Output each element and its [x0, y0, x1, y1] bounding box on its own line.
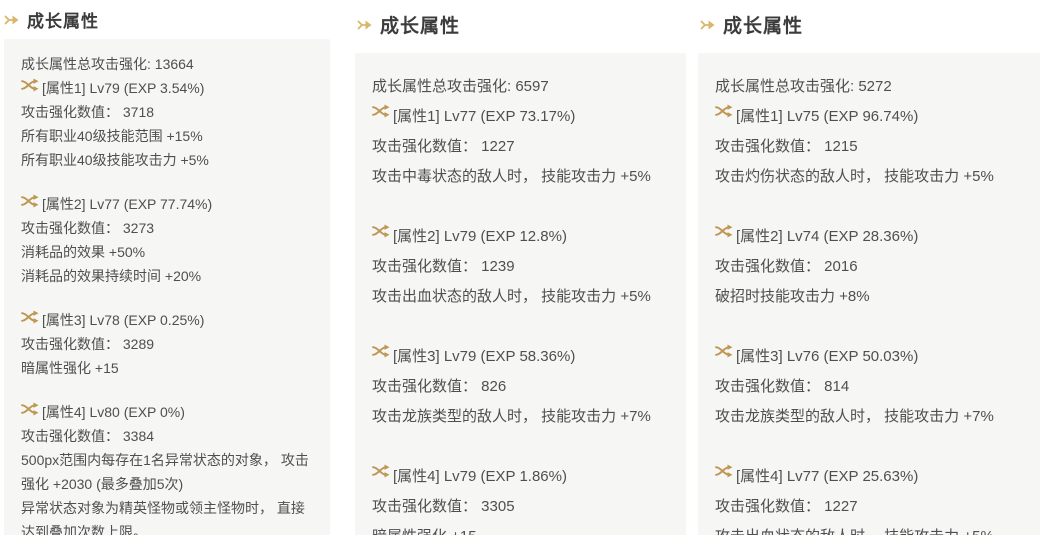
attribute-name: [属性1] Lv77 (EXP 73.17%) [393, 108, 576, 125]
attribute-name-row: [属性3] Lv78 (EXP 0.25%) [21, 308, 316, 332]
attribute-name-row: [属性2] Lv79 (EXP 12.8%) [372, 222, 672, 252]
attribute-name: [属性4] Lv77 (EXP 25.63%) [736, 468, 919, 485]
attribute-block: [属性2] Lv77 (EXP 77.74%) 攻击强化数值： 3273 消耗品… [21, 192, 316, 288]
attribute-name: [属性2] Lv74 (EXP 28.36%) [736, 228, 919, 245]
attribute-block: [属性1] Lv79 (EXP 3.54%) 攻击强化数值： 3718 所有职业… [21, 76, 316, 172]
attribute-name-row: [属性4] Lv77 (EXP 25.63%) [715, 462, 1026, 492]
attribute-name-row: [属性1] Lv79 (EXP 3.54%) [21, 76, 316, 100]
total-attack-strengthen: 成长属性总攻击强化: 5272 [715, 78, 892, 95]
attribute-name: [属性2] Lv79 (EXP 12.8%) [393, 228, 567, 245]
attribute-block: [属性4] Lv80 (EXP 0%) 攻击强化数值： 3384 500px范围… [21, 400, 316, 535]
attribute-line: 破招时技能攻击力 +8% [715, 288, 870, 305]
shuffle-icon [372, 344, 390, 358]
attribute-line: 攻击灼伤状态的敌人时， 技能攻击力 +5% [715, 168, 994, 185]
attribute-name-row: [属性2] Lv77 (EXP 77.74%) [21, 192, 316, 216]
attribute-name: [属性3] Lv76 (EXP 50.03%) [736, 348, 919, 365]
attribute-line: 攻击强化数值： 3718 [21, 104, 155, 120]
attribute-name: [属性2] Lv77 (EXP 77.74%) [42, 196, 213, 212]
attribute-line: 攻击强化数值： 3384 [21, 428, 155, 444]
attribute-name-row: [属性2] Lv74 (EXP 28.36%) [715, 222, 1026, 252]
attributes-panel: 成长属性总攻击强化: 5272 [属性1] Lv75 (EXP 96.74%) … [698, 53, 1040, 535]
shuffle-icon [715, 104, 733, 118]
attribute-name-row: [属性4] Lv79 (EXP 1.86%) [372, 462, 672, 492]
section-header: 成长属性 [357, 11, 686, 38]
attribute-line: 攻击强化数值： 1215 [715, 138, 858, 155]
attribute-line: 所有职业40级技能范围 +15% [21, 128, 203, 144]
attribute-line: 攻击强化数值： 1239 [372, 258, 515, 275]
growth-column-1: 成长属性 成长属性总攻击强化: 13664 [属性1] Lv79 (EXP 3.… [4, 0, 330, 535]
attribute-block: [属性2] Lv79 (EXP 12.8%) 攻击强化数值： 1239 攻击出血… [372, 222, 672, 312]
attribute-name-row: [属性3] Lv76 (EXP 50.03%) [715, 342, 1026, 372]
total-attack-strengthen: 成长属性总攻击强化: 6597 [372, 78, 549, 95]
attribute-line: 异常状态对象为精英怪物或领主怪物时， 直接达到叠加次数上限。 [21, 500, 305, 535]
shuffle-icon [715, 224, 733, 238]
arrow-right-icon [357, 17, 373, 33]
attribute-name: [属性3] Lv79 (EXP 58.36%) [393, 348, 576, 365]
attribute-name: [属性1] Lv79 (EXP 3.54%) [42, 80, 205, 96]
attribute-line: 攻击龙族类型的敌人时， 技能攻击力 +7% [715, 408, 994, 425]
attribute-line: 攻击强化数值： 1227 [715, 498, 858, 515]
attribute-line: 攻击强化数值： 826 [372, 378, 507, 395]
shuffle-icon [715, 464, 733, 478]
attribute-block: [属性4] Lv79 (EXP 1.86%) 攻击强化数值： 3305 暗属性强… [372, 462, 672, 535]
shuffle-icon [21, 78, 39, 92]
shuffle-icon [372, 104, 390, 118]
section-title: 成长属性 [723, 16, 804, 37]
attribute-line: 攻击强化数值： 3289 [21, 336, 155, 352]
attribute-name-row: [属性1] Lv77 (EXP 73.17%) [372, 102, 672, 132]
attribute-block: [属性3] Lv79 (EXP 58.36%) 攻击强化数值： 826 攻击龙族… [372, 342, 672, 432]
section-title: 成长属性 [380, 16, 461, 37]
attribute-name-row: [属性3] Lv79 (EXP 58.36%) [372, 342, 672, 372]
attribute-line: 500px范围内每存在1名异常状态的对象， 攻击强化 +2030 (最多叠加5次… [21, 452, 309, 492]
attribute-line: 攻击出血状态的敌人时， 技能攻击力 +5% [372, 288, 651, 305]
attribute-block: [属性3] Lv78 (EXP 0.25%) 攻击强化数值： 3289 暗属性强… [21, 308, 316, 380]
shuffle-icon [21, 194, 39, 208]
attribute-name: [属性1] Lv75 (EXP 96.74%) [736, 108, 919, 125]
attribute-line: 攻击强化数值： 1227 [372, 138, 515, 155]
attribute-line: 消耗品的效果 +50% [21, 244, 146, 260]
section-title: 成长属性 [27, 12, 99, 31]
attribute-block: [属性1] Lv75 (EXP 96.74%) 攻击强化数值： 1215 攻击灼… [715, 102, 1026, 192]
attribute-name: [属性4] Lv80 (EXP 0%) [42, 404, 185, 420]
attribute-line: 暗属性强化 +15 [21, 360, 119, 376]
attribute-block: [属性4] Lv77 (EXP 25.63%) 攻击强化数值： 1227 攻击出… [715, 462, 1026, 535]
section-header: 成长属性 [700, 11, 1040, 38]
attribute-name-row: [属性1] Lv75 (EXP 96.74%) [715, 102, 1026, 132]
attribute-line: 攻击强化数值： 3305 [372, 498, 515, 515]
attribute-name: [属性4] Lv79 (EXP 1.86%) [393, 468, 567, 485]
arrow-right-icon [700, 17, 716, 33]
growth-column-3: 成长属性 成长属性总攻击强化: 5272 [属性1] Lv75 (EXP 96.… [698, 0, 1040, 535]
growth-column-2: 成长属性 成长属性总攻击强化: 6597 [属性1] Lv77 (EXP 73.… [355, 0, 686, 535]
shuffle-icon [372, 464, 390, 478]
shuffle-icon [372, 224, 390, 238]
attributes-panel: 成长属性总攻击强化: 6597 [属性1] Lv77 (EXP 73.17%) … [355, 53, 686, 535]
attribute-block: [属性1] Lv77 (EXP 73.17%) 攻击强化数值： 1227 攻击中… [372, 102, 672, 192]
total-attack-strengthen: 成长属性总攻击强化: 13664 [21, 56, 194, 72]
attributes-panel: 成长属性总攻击强化: 13664 [属性1] Lv79 (EXP 3.54%) … [4, 39, 330, 535]
attribute-line: 攻击龙族类型的敌人时， 技能攻击力 +7% [372, 408, 651, 425]
attribute-line: 攻击强化数值： 814 [715, 378, 850, 395]
attribute-block: [属性3] Lv76 (EXP 50.03%) 攻击强化数值： 814 攻击龙族… [715, 342, 1026, 432]
attribute-line: 攻击出血状态的敌人时， 技能攻击力 +5% [715, 522, 1026, 535]
attribute-line: 攻击强化数值： 2016 [715, 258, 858, 275]
attribute-line: 消耗品的效果持续时间 +20% [21, 268, 202, 284]
shuffle-icon [715, 344, 733, 358]
attribute-line: 所有职业40级技能攻击力 +5% [21, 152, 209, 168]
arrow-right-icon [4, 12, 20, 28]
attribute-line: 攻击强化数值： 3273 [21, 220, 155, 236]
attribute-block: [属性2] Lv74 (EXP 28.36%) 攻击强化数值： 2016 破招时… [715, 222, 1026, 312]
shuffle-icon [21, 402, 39, 416]
shuffle-icon [21, 310, 39, 324]
attribute-name-row: [属性4] Lv80 (EXP 0%) [21, 400, 316, 424]
attribute-line: 攻击中毒状态的敌人时， 技能攻击力 +5% [372, 168, 651, 185]
attribute-name: [属性3] Lv78 (EXP 0.25%) [42, 312, 205, 328]
attribute-line: 暗属性强化 +15 [372, 522, 672, 535]
section-header: 成长属性 [4, 7, 330, 32]
